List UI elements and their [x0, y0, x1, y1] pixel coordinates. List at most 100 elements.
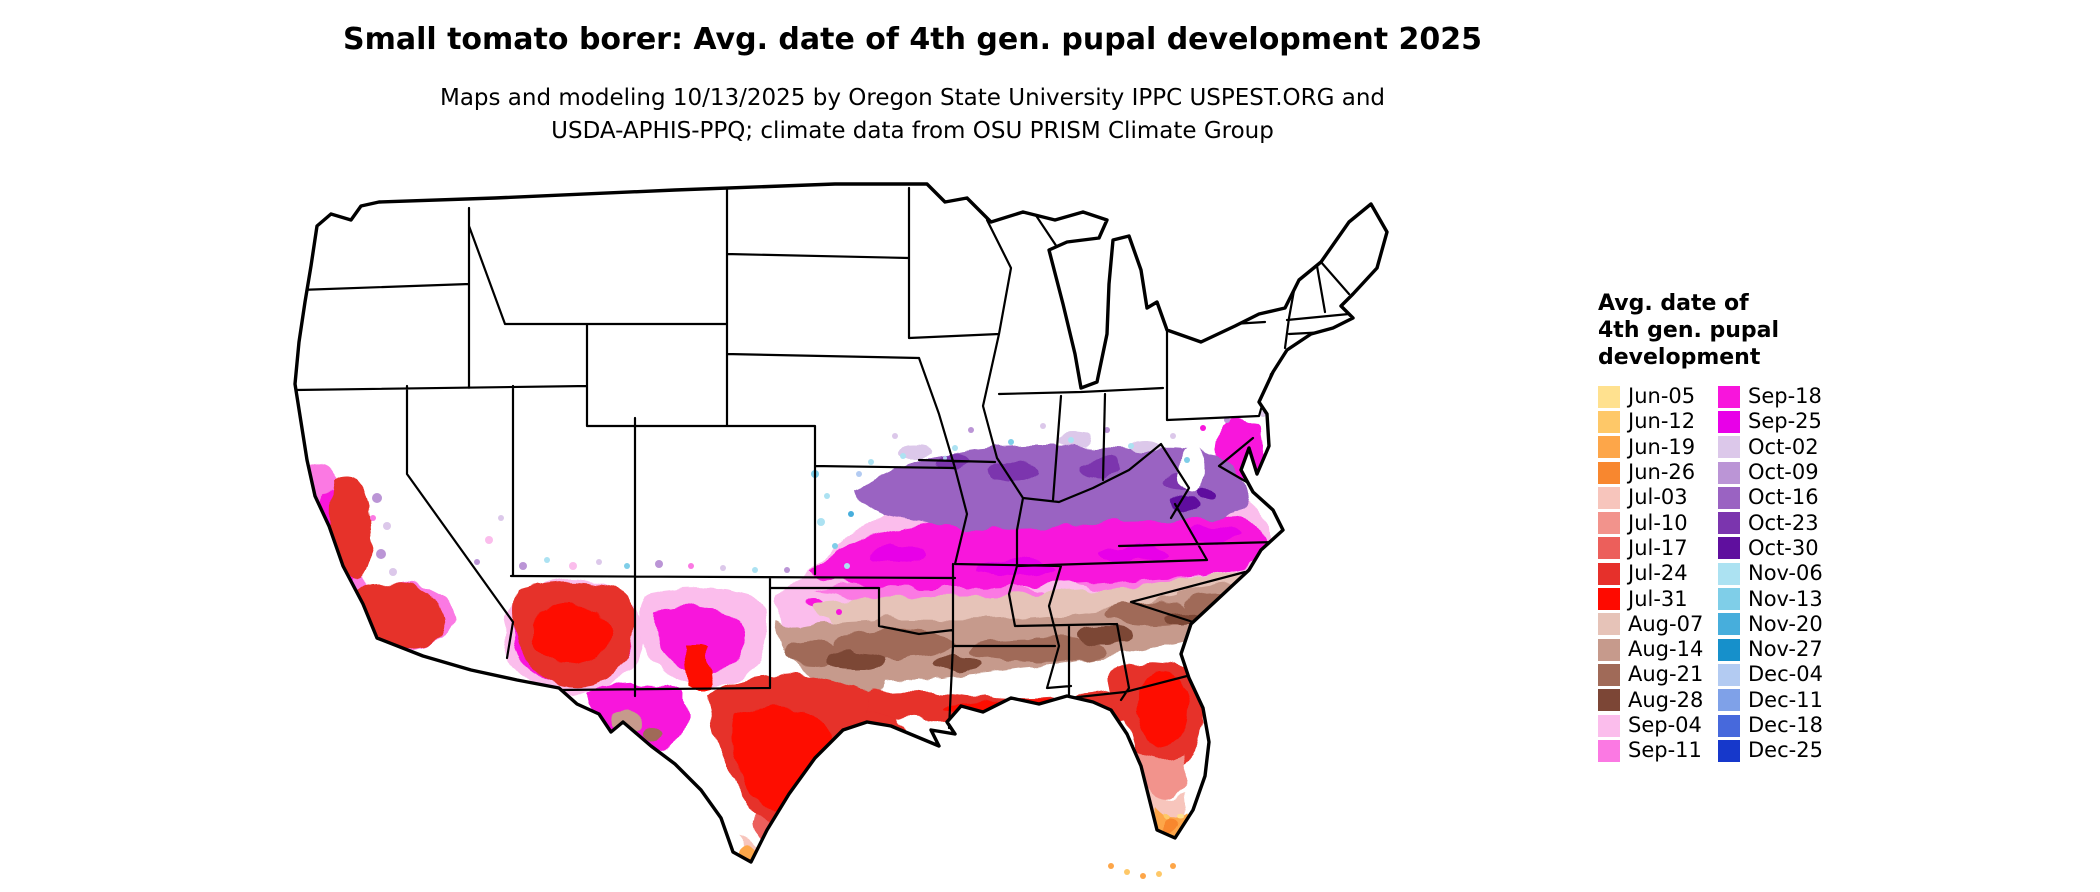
legend-label: Nov-13 [1748, 586, 1823, 611]
legend-swatch [1598, 537, 1620, 560]
legend-swatch [1718, 461, 1740, 484]
legend-swatch [1718, 512, 1740, 535]
legend-swatch [1598, 562, 1620, 585]
legend-label: Jun-19 [1628, 434, 1696, 459]
subtitle-line-2: USDA-APHIS-PPQ; climate data from OSU PR… [551, 118, 1274, 144]
legend-swatch [1718, 588, 1740, 611]
legend-entry: Jun-26 [1598, 460, 1718, 485]
legend-entry: Dec-18 [1718, 713, 1838, 738]
legend-label: Aug-21 [1628, 662, 1704, 687]
map-clipped-area [295, 184, 1387, 862]
florida-keys-dots [1108, 863, 1176, 879]
legend-swatch [1718, 714, 1740, 737]
legend-entry: Dec-11 [1718, 688, 1838, 713]
legend-label: Nov-27 [1748, 637, 1823, 662]
legend-label: Jul-31 [1628, 586, 1688, 611]
legend-swatch [1718, 537, 1740, 560]
legend-swatch [1718, 739, 1740, 762]
color-region [835, 630, 955, 658]
legend-column-1: Jun-05 Jun-12 Jun-19 Jun-26 Jul-03 Jul-10 Jul-… [1598, 384, 1718, 763]
us-map-container [255, 174, 1570, 884]
legend-swatch [1598, 461, 1620, 484]
legend-swatch [1598, 613, 1620, 636]
legend-label: Dec-04 [1748, 662, 1823, 687]
legend-swatch [1598, 714, 1620, 737]
map-speckles [370, 411, 1266, 615]
color-region [897, 445, 933, 459]
legend-label: Aug-14 [1628, 637, 1704, 662]
legend-label: Nov-06 [1748, 561, 1823, 586]
legend-swatch [1718, 638, 1740, 661]
legend-entry: Jun-12 [1598, 409, 1718, 434]
color-region [1129, 440, 1161, 452]
legend-swatch [1718, 410, 1740, 433]
legend-entry: Dec-04 [1718, 662, 1838, 687]
legend-label: Dec-25 [1748, 738, 1823, 763]
legend-label: Dec-11 [1748, 687, 1823, 712]
legend-entry: Jul-10 [1598, 510, 1718, 535]
legend-label: Sep-18 [1748, 384, 1822, 409]
legend-entry: Oct-02 [1718, 435, 1838, 460]
legend-entry: Oct-30 [1718, 536, 1838, 561]
legend-title: Avg. date of 4th gen. pupal development [1598, 290, 1858, 371]
legend-label: Nov-20 [1748, 611, 1823, 636]
legend-label: Jun-05 [1628, 384, 1696, 409]
legend-swatch [1598, 410, 1620, 433]
color-region [1137, 671, 1189, 747]
legend-entry: Aug-07 [1598, 612, 1718, 637]
legend-entry: Oct-09 [1718, 460, 1838, 485]
legend-entry: Nov-06 [1718, 561, 1838, 586]
color-region [685, 644, 711, 688]
color-region [945, 700, 1105, 720]
legend-title-line-2: 4th gen. pupal [1598, 318, 1780, 343]
color-region [1191, 526, 1239, 542]
color-region [1099, 546, 1171, 562]
legend-swatch [1718, 663, 1740, 686]
legend-columns: Jun-05 Jun-12 Jun-19 Jun-26 Jul-03 Jul-10 Jul-… [1598, 384, 1858, 763]
legend-swatch [1598, 436, 1620, 459]
legend-entry: Jul-31 [1598, 586, 1718, 611]
legend-entry: Oct-16 [1718, 485, 1838, 510]
legend-label: Jul-17 [1628, 535, 1688, 560]
color-region [1079, 458, 1123, 478]
legend-label: Oct-30 [1748, 535, 1819, 560]
color-region [827, 651, 883, 669]
color-region [1055, 433, 1095, 447]
color-region [1164, 813, 1170, 819]
color-region [330, 478, 373, 579]
legend-label: Sep-11 [1628, 738, 1702, 763]
legend-entry: Nov-20 [1718, 612, 1838, 637]
color-region [1197, 486, 1217, 498]
legend-swatch [1598, 588, 1620, 611]
color-region [865, 546, 925, 562]
legend-label: Jun-12 [1628, 409, 1696, 434]
legend-label: Dec-18 [1748, 713, 1823, 737]
legend-entry: Dec-25 [1718, 738, 1838, 763]
legend-label: Oct-09 [1748, 460, 1819, 485]
us-outline [293, 182, 1389, 864]
legend-entry: Sep-11 [1598, 738, 1718, 763]
legend-label: Sep-04 [1628, 713, 1702, 737]
legend-swatch [1718, 436, 1740, 459]
color-region [1176, 811, 1182, 817]
color-region [654, 607, 746, 673]
legend-entry: Jun-19 [1598, 435, 1718, 460]
legend-label: Aug-28 [1628, 687, 1704, 712]
state-border-lines [295, 186, 1351, 730]
legend-entry: Oct-23 [1718, 510, 1838, 535]
legend-label: Oct-16 [1748, 485, 1819, 510]
legend-entry: Nov-13 [1718, 586, 1838, 611]
legend-entry: Sep-04 [1598, 713, 1718, 738]
legend-swatch [1718, 385, 1740, 408]
legend-entry: Jul-24 [1598, 561, 1718, 586]
page-title: Small tomato borer: Avg. date of 4th gen… [342, 22, 1483, 57]
legend-swatch [1598, 663, 1620, 686]
us-choropleth-map [293, 182, 1389, 879]
color-region [1177, 448, 1205, 492]
color-region [1075, 627, 1135, 645]
legend-label: Jul-03 [1628, 485, 1688, 510]
legend-title-line-1: Avg. date of [1598, 291, 1749, 316]
legend-label: Jul-24 [1628, 561, 1688, 586]
legend-label: Oct-23 [1748, 510, 1819, 535]
legend-label: Sep-25 [1748, 409, 1822, 434]
